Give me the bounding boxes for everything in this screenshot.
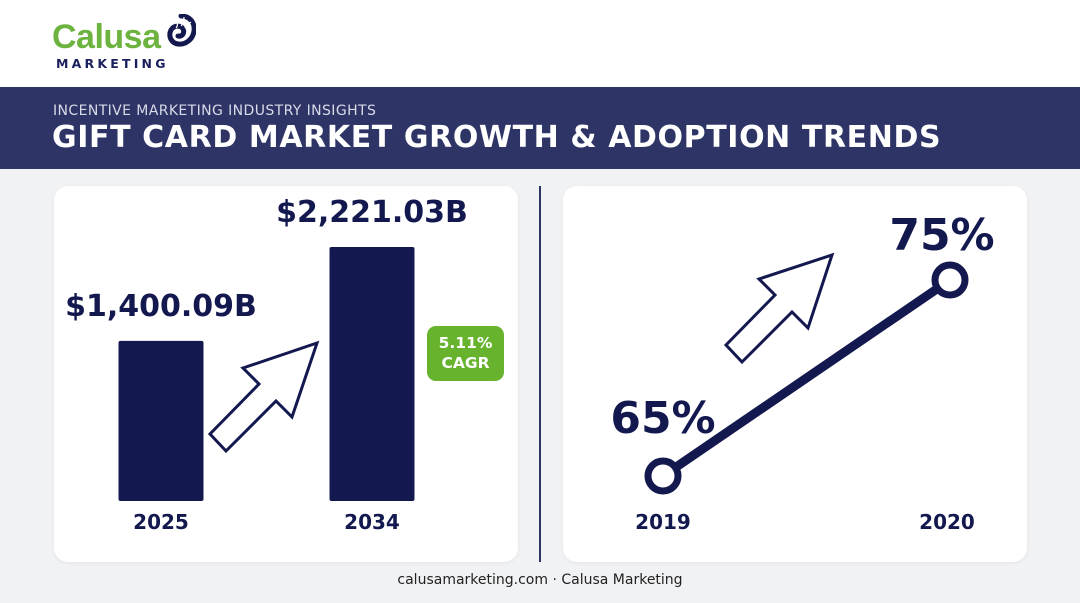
page-kicker: INCENTIVE MARKETING INDUSTRY INSIGHTS — [53, 103, 377, 119]
cagr-badge: 5.11% CAGR — [427, 326, 504, 381]
growth-arrow-icon — [207, 340, 320, 454]
x-tick-label: 2025 — [133, 510, 189, 534]
logo-wordmark: Calusa — [52, 18, 161, 56]
top-bar: Calusa MARKETING — [0, 0, 1080, 87]
growth-arrow-icon — [723, 252, 835, 365]
cagr-value: 5.11% — [438, 334, 493, 352]
page-title: GIFT CARD MARKET GROWTH & ADOPTION TREND… — [52, 120, 942, 155]
panel-divider — [539, 186, 541, 562]
adoption-card — [563, 186, 1027, 562]
calusa-logo[interactable]: Calusa MARKETING — [52, 14, 212, 74]
bar-value-label: $2,221.03B — [276, 195, 468, 230]
x-tick-label: 2019 — [635, 510, 691, 534]
cagr-label: CAGR — [441, 354, 490, 372]
footer-credit: calusamarketing.com · Calusa Marketing — [397, 572, 683, 588]
header-banner — [0, 87, 1080, 169]
series-line — [658, 275, 955, 481]
point-value-label: 75% — [889, 210, 994, 261]
x-tick-label: 2020 — [919, 510, 975, 534]
point-value-label: 65% — [610, 393, 715, 444]
logo-subtitle: MARKETING — [56, 56, 169, 71]
data-point-2020 — [931, 261, 969, 299]
x-tick-label: 2034 — [344, 510, 400, 534]
bar-value-label: $1,400.09B — [65, 289, 257, 324]
nautilus-shell-icon — [167, 14, 196, 47]
bar-2025 — [118, 340, 204, 501]
data-point-2019 — [644, 457, 682, 495]
bar-2034 — [329, 247, 415, 501]
